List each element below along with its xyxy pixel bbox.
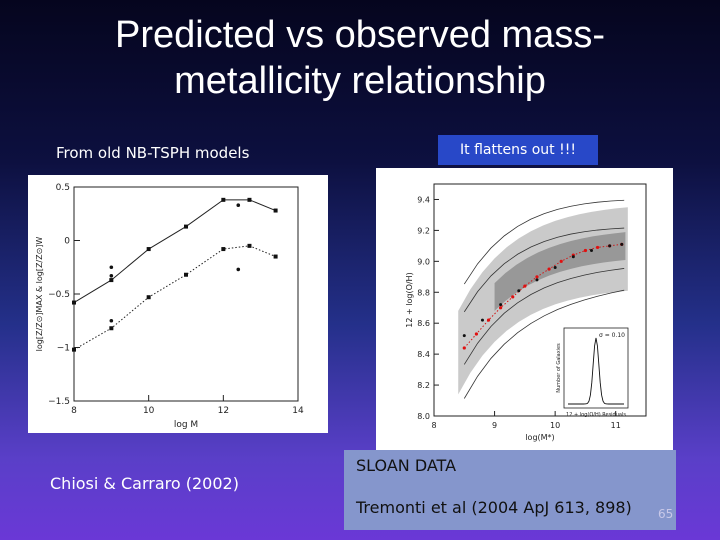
inset-y-label: Number of Galaxies <box>556 343 562 393</box>
scatter-point <box>236 203 241 207</box>
fit-point <box>474 332 478 336</box>
scatter-point <box>109 326 114 331</box>
left-caption: From old NB-TSPH models <box>56 144 250 162</box>
x-axis-label: log(M*) <box>525 433 554 442</box>
y-tick-label: 8.2 <box>417 381 430 390</box>
contour-line-1 <box>463 227 625 313</box>
fit-point <box>547 267 551 271</box>
series-point-0 <box>72 300 76 305</box>
sloan-chart-panel: 8 9 10 11 8.0 8.2 8.4 8.6 8.8 9.0 9.2 9.4 log(M*) 12 … <box>376 168 673 450</box>
y-tick-label: 9.0 <box>417 257 430 266</box>
median-point <box>462 334 466 338</box>
y-tick-label: 8.6 <box>417 319 430 328</box>
x-tick-label: 10 <box>143 406 155 416</box>
y-tick-label: 0.5 <box>56 183 70 193</box>
x-tick-label: 9 <box>492 421 497 430</box>
plot-frame <box>433 183 647 417</box>
series-point-0 <box>146 247 151 252</box>
scatter-point <box>236 267 241 272</box>
fit-point <box>462 346 466 350</box>
fit-point <box>486 318 491 322</box>
y-axis-label: log[Z/Z⊙]MAX & log[Z/Z⊙]W <box>35 237 44 352</box>
callout-box: It flattens out !!! <box>438 135 598 165</box>
y-tick-label: 9.4 <box>417 195 430 204</box>
median-point <box>589 249 593 253</box>
fit-line <box>463 243 622 349</box>
x-tick-label: 8 <box>431 421 436 430</box>
x-axis-label: log M <box>174 420 198 430</box>
fit-point <box>499 306 503 310</box>
series-point-0 <box>247 197 252 202</box>
slide-title-line-1: Predicted vs observed mass- <box>115 14 605 56</box>
fit-point <box>583 248 588 253</box>
median-point <box>620 242 624 246</box>
scatter-point <box>109 318 114 323</box>
contour-line-0 <box>463 199 625 285</box>
slide-title: Predicted vs observed mass- metallicity … <box>60 12 660 104</box>
fit-point <box>535 275 539 279</box>
slide-title-line-2: metallicity relationship <box>174 60 546 102</box>
median-point <box>517 289 521 293</box>
sloan-chart: 8 9 10 11 8.0 8.2 8.4 8.6 8.8 9.0 9.2 9.4 log(M*) 12 … <box>405 183 647 442</box>
x-tick-label: 10 <box>550 421 560 430</box>
scatter-point <box>109 274 114 278</box>
series-line-1 <box>73 245 276 351</box>
density-core <box>494 232 626 311</box>
contour-line-2 <box>463 268 625 365</box>
model-credit: Chiosi & Carraro (2002) <box>50 474 239 493</box>
series-point-0 <box>109 278 114 283</box>
median-point <box>553 266 557 270</box>
series-point-1 <box>221 247 226 252</box>
series-point-1 <box>72 347 76 352</box>
y-tick-label: 8.0 <box>417 412 430 421</box>
series-point-1 <box>247 243 252 248</box>
series-line-0 <box>73 199 276 303</box>
y-tick-label: 8.4 <box>417 350 430 359</box>
fit-point <box>523 284 527 288</box>
y-tick-label: 8.8 <box>417 288 430 297</box>
x-tick-label: 14 <box>292 406 304 416</box>
series-point-1 <box>146 295 151 300</box>
plot-frame <box>73 186 299 402</box>
median-point <box>480 318 484 322</box>
fit-point <box>559 259 563 263</box>
x-tick-label: 8 <box>71 406 77 416</box>
inset-x-label: 12 + log(O/H) Residuals <box>566 412 626 418</box>
series-point-1 <box>184 272 188 277</box>
y-tick-label: −0.5 <box>48 290 70 300</box>
y-tick-label: 9.2 <box>417 226 430 235</box>
sloan-info-box: SLOAN DATA Tremonti et al (2004 ApJ 613,… <box>344 450 676 530</box>
median-point <box>499 303 503 307</box>
median-point <box>608 244 612 248</box>
scatter-point <box>109 265 114 270</box>
series-point-0 <box>273 208 278 213</box>
series-point-0 <box>184 224 188 229</box>
y-tick-label: 0 <box>64 237 70 247</box>
inset-histogram <box>568 337 624 405</box>
fit-point <box>511 295 515 299</box>
median-point <box>535 278 539 282</box>
x-tick-label: 11 <box>611 421 621 430</box>
y-axis-label: 12 + log(O/H) <box>405 272 414 327</box>
median-point <box>571 255 575 259</box>
sloan-title: SLOAN DATA <box>356 456 457 475</box>
y-tick-label: −1.5 <box>48 397 70 407</box>
contour-line-3 <box>463 289 625 399</box>
series-point-1 <box>273 254 278 259</box>
x-tick-label: 12 <box>218 406 229 416</box>
fit-point <box>595 245 600 250</box>
model-chart: 8 10 12 14 0.5 0 −0.5 −1 −1.5 log M log[Z/Z⊙]MAX &… <box>35 183 304 430</box>
inset-frame <box>563 327 629 409</box>
page-number: 65 <box>658 507 674 521</box>
sloan-reference: Tremonti et al (2004 ApJ 613, 898) <box>356 498 632 517</box>
inset-sigma-label: σ = 0.10 <box>599 332 625 339</box>
model-chart-panel: 8 10 12 14 0.5 0 −0.5 −1 −1.5 log M log[Z/Z⊙]MAX &… <box>28 175 328 433</box>
y-tick-label: −1 <box>57 344 70 354</box>
series-point-0 <box>221 197 226 202</box>
